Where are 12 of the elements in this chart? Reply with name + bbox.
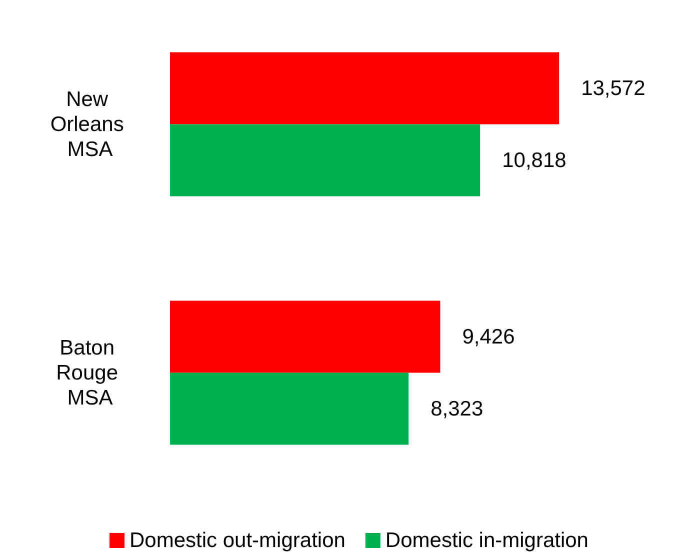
data-label: 10,818 (502, 148, 566, 172)
bar (170, 52, 560, 124)
data-label: 8,323 (430, 397, 484, 420)
legend-label: Domestic in-migration (385, 529, 588, 552)
bar (170, 124, 480, 196)
data-label: 13,572 (581, 76, 646, 100)
y-tick-label: Baton Rouge MSA (56, 336, 124, 410)
y-tick-label: New Orleans MSA (50, 88, 130, 161)
data-label: 9,426 (462, 325, 515, 348)
bar (170, 300, 440, 373)
bar (170, 372, 409, 445)
legend-label: Domestic out-migration (130, 529, 346, 552)
